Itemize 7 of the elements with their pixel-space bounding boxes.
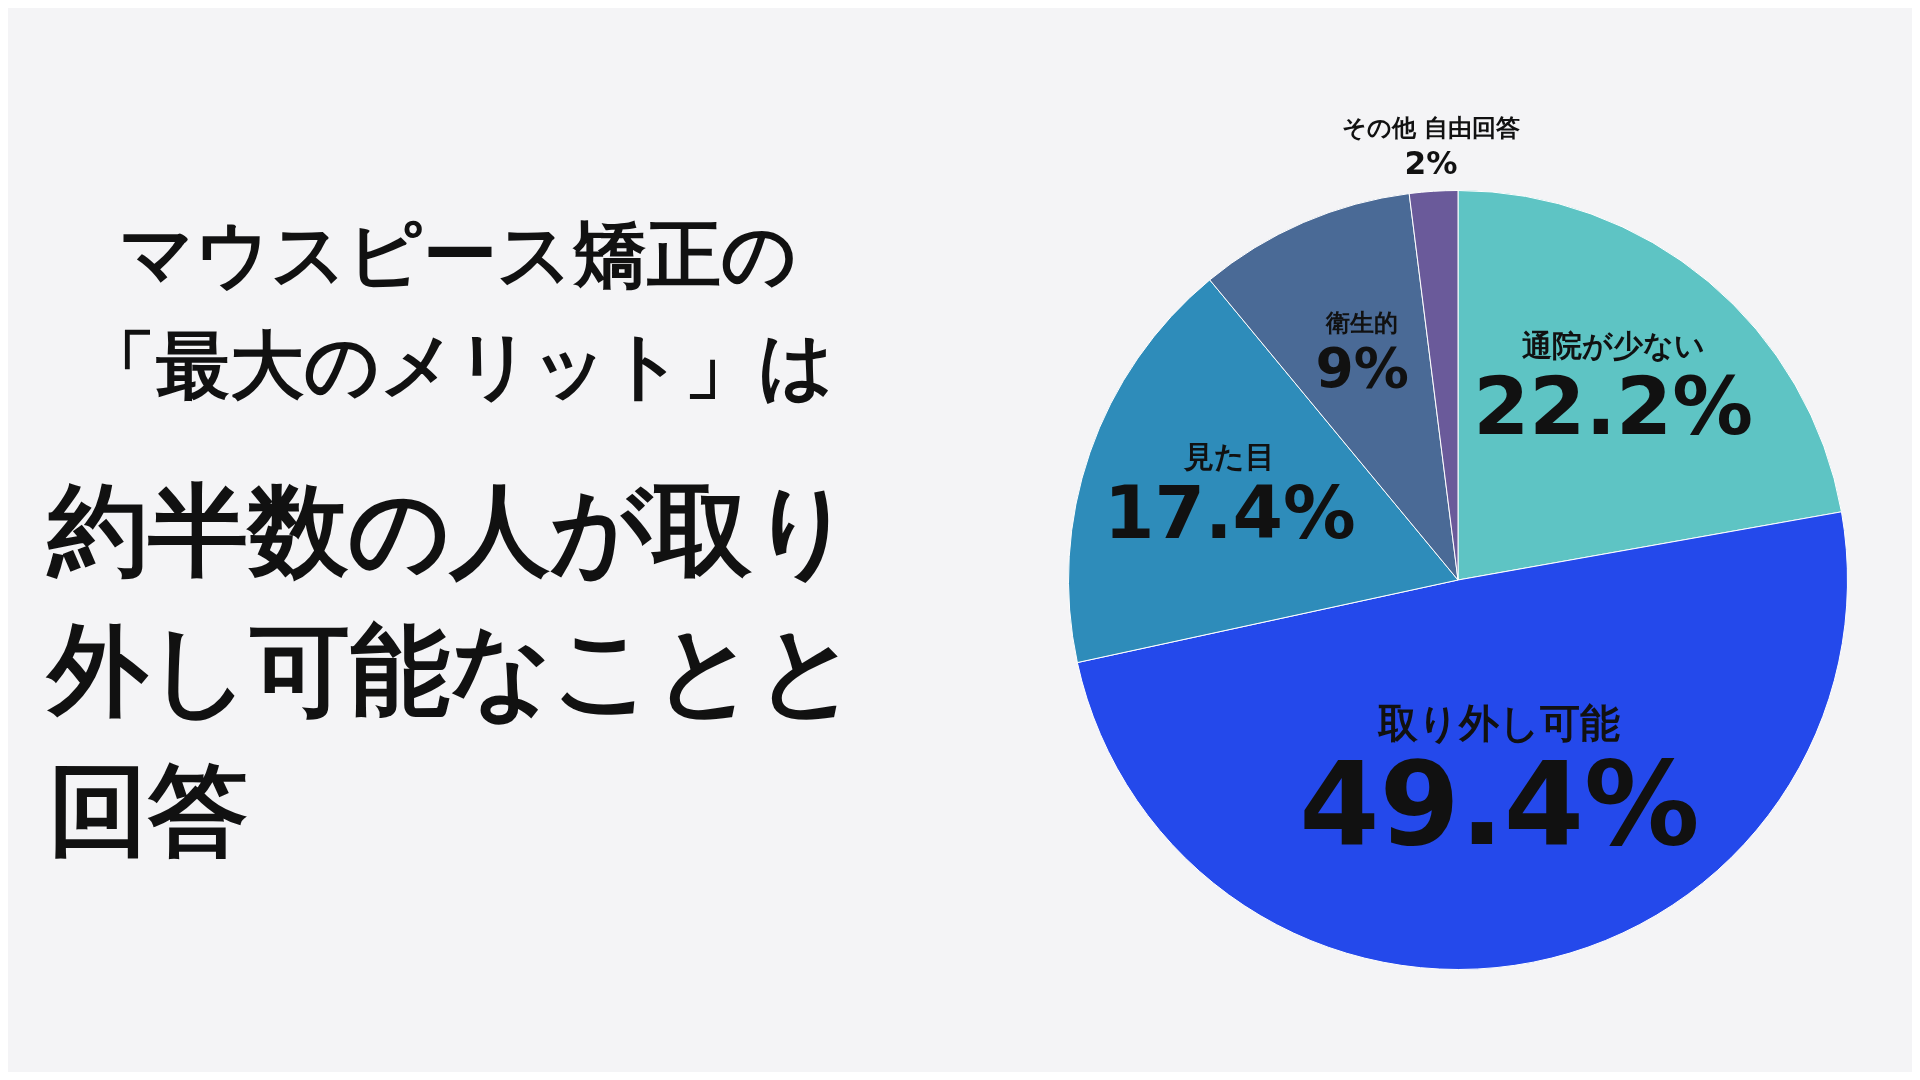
slice-label: 見た目 <box>1183 438 1276 474</box>
slice-label: その他 自由回答 <box>1341 113 1521 142</box>
data-label: 2% <box>1404 144 1458 181</box>
data-label: 9% <box>1315 336 1409 401</box>
text: マウスピース矯正の「最大のメリット」は <box>81 210 835 410</box>
text: 約半数の人が取り外し可能なことと回答 <box>48 471 859 871</box>
slice-label: 衛生的 <box>1325 309 1399 338</box>
